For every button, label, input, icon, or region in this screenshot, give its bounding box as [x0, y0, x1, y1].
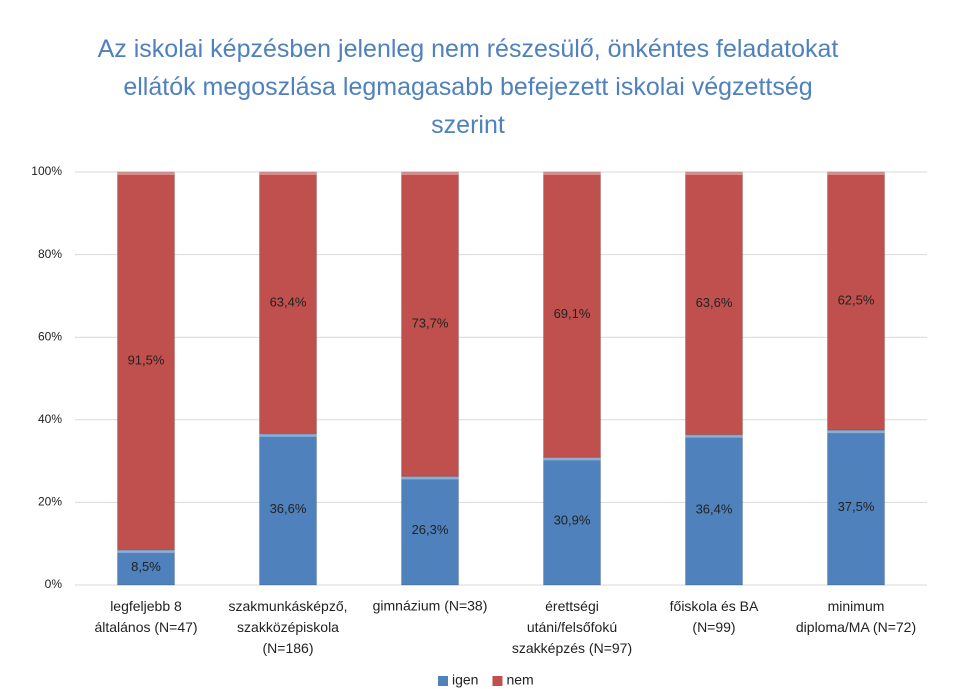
y-tick-label: 40% [38, 412, 62, 426]
bar-segment [401, 171, 459, 477]
bar-segment [259, 433, 317, 586]
y-tick-label: 0% [45, 577, 63, 591]
x-tick-label: szakmunkásképző, szakközépiskola (N=186) [228, 598, 347, 656]
x-tick-label: gimnázium (N=38) [373, 598, 488, 614]
bar-segment [117, 549, 175, 586]
data-label: 91,5% [128, 352, 165, 367]
y-tick-label: 20% [38, 495, 62, 509]
y-tick-label: 60% [38, 329, 62, 343]
bar-highlight [117, 172, 175, 175]
bar-segment [543, 171, 601, 458]
data-label: 62,5% [838, 293, 875, 308]
x-tick-label: érettségi utáni/felsőfokú szakképzés (N=97… [512, 598, 632, 656]
legend-label: igen [452, 672, 478, 688]
bar-highlight [685, 434, 743, 438]
legend-swatch [438, 676, 448, 686]
bar-segment [543, 456, 601, 586]
data-label: 63,6% [696, 295, 733, 310]
bar-segment [117, 171, 175, 551]
bar-segment [685, 171, 743, 436]
bar-highlight [543, 172, 601, 175]
data-label: 37,5% [838, 499, 875, 514]
bar-highlight [259, 433, 317, 437]
bar-highlight [117, 549, 175, 553]
bar-segment [827, 171, 885, 431]
y-tick-label: 80% [38, 247, 62, 261]
data-label: 8,5% [131, 559, 161, 574]
legend-label: nem [506, 672, 533, 688]
data-label: 36,4% [696, 501, 733, 516]
bar-segment [827, 429, 885, 586]
x-tick-label: legfeljebb 8 általános (N=47) [94, 598, 197, 635]
data-label: 73,7% [412, 316, 449, 331]
bar-segment [401, 475, 459, 586]
bar-highlight [827, 430, 885, 434]
legend-swatch [492, 676, 503, 686]
data-label: 30,9% [554, 513, 591, 528]
bar-highlight [827, 172, 885, 175]
bar-highlight [259, 172, 317, 175]
bar-segment [685, 434, 743, 586]
chart-title: Az iskolai képzésben jelenleg nem részes… [97, 35, 839, 139]
x-tick-label: minimum diploma/MA (N=72) [796, 598, 916, 635]
data-label: 63,4% [270, 294, 307, 309]
bar-highlight [401, 172, 459, 175]
bar-highlight [401, 476, 459, 480]
bar-highlight [685, 172, 743, 175]
bar-highlight [543, 457, 601, 461]
bar-segment [259, 171, 317, 435]
data-label: 36,6% [270, 501, 307, 516]
data-label: 69,1% [554, 306, 591, 321]
x-tick-label: főiskola és BA (N=99) [670, 598, 759, 635]
y-tick-label: 100% [31, 164, 62, 178]
data-label: 26,3% [412, 522, 449, 537]
